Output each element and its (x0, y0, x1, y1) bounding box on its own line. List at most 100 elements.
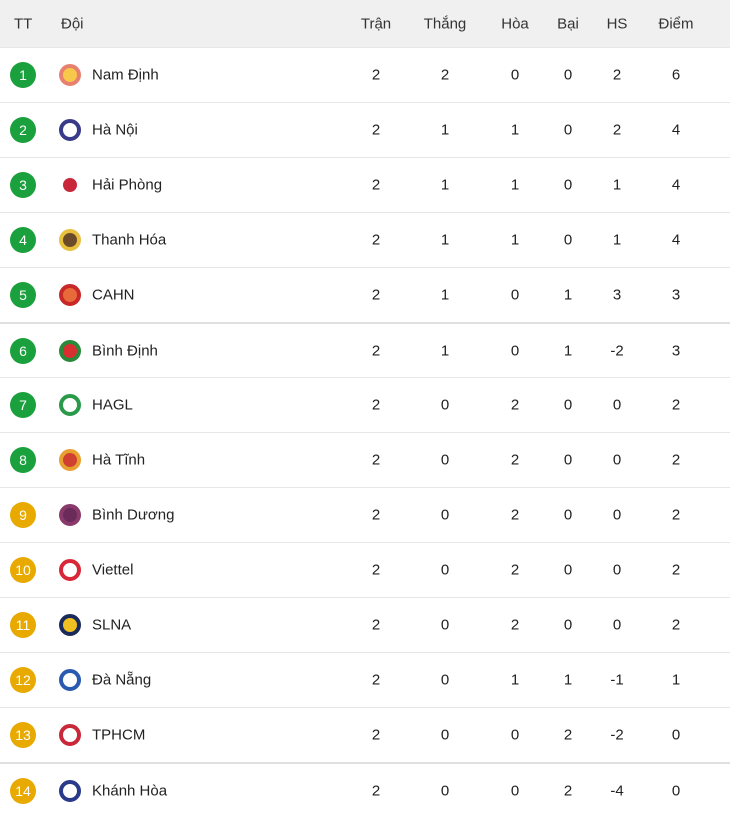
table-header: TT Đội Trận Thắng Hòa Bại HS Điểm (0, 0, 730, 47)
team-name[interactable]: HAGL (92, 396, 133, 414)
played: 2 (371, 616, 381, 634)
rank-badge: 7 (10, 392, 36, 418)
team-name[interactable]: Nam Định (92, 66, 159, 84)
won: 0 (440, 671, 450, 689)
played: 2 (371, 342, 381, 359)
table-row[interactable]: 6 Bình Định 2 1 0 1 -2 3 (0, 322, 730, 377)
lost: 1 (563, 286, 573, 304)
table-row[interactable]: 10 Viettel 2 0 2 0 0 2 (0, 542, 730, 597)
team-logo-icon (59, 339, 81, 362)
points: 6 (671, 66, 681, 84)
played: 2 (371, 66, 381, 84)
team-logo-icon (59, 724, 81, 746)
lost: 0 (563, 396, 573, 414)
table-row[interactable]: 12 Đà Nẵng 2 0 1 1 -1 1 (0, 652, 730, 707)
points: 0 (671, 726, 681, 744)
team-name[interactable]: Hải Phòng (92, 176, 163, 194)
header-drawn: Hòa (501, 15, 529, 32)
points: 4 (671, 176, 681, 194)
lost: 2 (563, 726, 573, 744)
table-row[interactable]: 8 Hà Tĩnh 2 0 2 0 0 2 (0, 432, 730, 487)
played: 2 (371, 396, 381, 414)
team-name[interactable]: Thanh Hóa (92, 231, 167, 249)
goal-difference: 2 (612, 121, 622, 139)
played: 2 (371, 231, 381, 249)
team-logo-icon (59, 449, 81, 471)
team-name[interactable]: Viettel (92, 561, 134, 579)
table-row[interactable]: 13 TPHCM 2 0 0 2 -2 0 (0, 707, 730, 762)
won: 0 (440, 616, 450, 634)
played: 2 (371, 782, 381, 799)
table-row[interactable]: 5 CAHN 2 1 0 1 3 3 (0, 267, 730, 322)
points: 3 (671, 286, 681, 304)
goal-difference: 0 (612, 616, 622, 634)
team-name[interactable]: Bình Dương (92, 506, 175, 524)
won: 0 (440, 561, 450, 579)
lost: 0 (563, 451, 573, 469)
lost: 0 (563, 176, 573, 194)
team-name[interactable]: Khánh Hòa (92, 782, 168, 799)
team-name[interactable]: SLNA (92, 616, 132, 634)
team-logo-icon (59, 614, 81, 636)
rank-badge: 1 (10, 62, 36, 88)
rank-badge: 9 (10, 502, 36, 528)
table-row[interactable]: 3 Hải Phòng 2 1 1 0 1 4 (0, 157, 730, 212)
header-points: Điểm (658, 15, 694, 32)
table-row[interactable]: 11 SLNA 2 0 2 0 0 2 (0, 597, 730, 652)
header-team: Đội (61, 15, 84, 32)
lost: 0 (563, 231, 573, 249)
drawn: 1 (510, 121, 520, 139)
drawn: 2 (510, 451, 520, 469)
points: 2 (671, 506, 681, 524)
played: 2 (371, 671, 381, 689)
header-played: Trận (360, 15, 392, 32)
team-logo-icon (59, 174, 81, 196)
points: 2 (671, 396, 681, 414)
played: 2 (371, 561, 381, 579)
team-logo-icon (59, 119, 81, 141)
played: 2 (371, 451, 381, 469)
won: 0 (440, 396, 450, 414)
goal-difference: 1 (612, 176, 622, 194)
rank-badge: 11 (10, 612, 36, 638)
header-gd: HS (606, 15, 628, 32)
rank-badge: 5 (10, 282, 36, 308)
table-row[interactable]: 9 Bình Dương 2 0 2 0 0 2 (0, 487, 730, 542)
lost: 0 (563, 66, 573, 84)
drawn: 0 (510, 66, 520, 84)
table-row[interactable]: 2 Hà Nội 2 1 1 0 2 4 (0, 102, 730, 157)
points: 2 (671, 616, 681, 634)
lost: 0 (563, 506, 573, 524)
team-name[interactable]: Bình Định (92, 342, 158, 359)
team-name[interactable]: TPHCM (92, 726, 146, 744)
team-name[interactable]: Hà Tĩnh (92, 451, 146, 469)
team-logo-icon (59, 229, 81, 251)
team-logo-icon (59, 559, 81, 581)
drawn: 1 (510, 671, 520, 689)
won: 1 (440, 286, 450, 304)
rank-badge: 14 (10, 777, 36, 804)
points: 2 (671, 561, 681, 579)
rank-badge: 10 (10, 557, 36, 583)
goal-difference: 0 (612, 396, 622, 414)
rank-badge: 13 (10, 722, 36, 748)
played: 2 (371, 286, 381, 304)
goal-difference: -2 (610, 342, 624, 359)
table-row[interactable]: 7 HAGL 2 0 2 0 0 2 (0, 377, 730, 432)
team-logo-icon (59, 284, 81, 306)
points: 4 (671, 231, 681, 249)
table-row[interactable]: 1 Nam Định 2 2 0 0 2 6 (0, 47, 730, 102)
points: 1 (671, 671, 681, 689)
team-name[interactable]: Hà Nội (92, 121, 138, 139)
goal-difference: 0 (612, 506, 622, 524)
drawn: 0 (510, 726, 520, 744)
header-lost: Bại (557, 15, 579, 32)
team-name[interactable]: CAHN (92, 286, 135, 304)
team-name[interactable]: Đà Nẵng (92, 671, 152, 689)
drawn: 1 (510, 231, 520, 249)
table-row[interactable]: 4 Thanh Hóa 2 1 1 0 1 4 (0, 212, 730, 267)
won: 0 (440, 726, 450, 744)
goal-difference: -2 (610, 726, 624, 744)
table-row[interactable]: 14 Khánh Hòa 2 0 0 2 -4 0 (0, 762, 730, 817)
